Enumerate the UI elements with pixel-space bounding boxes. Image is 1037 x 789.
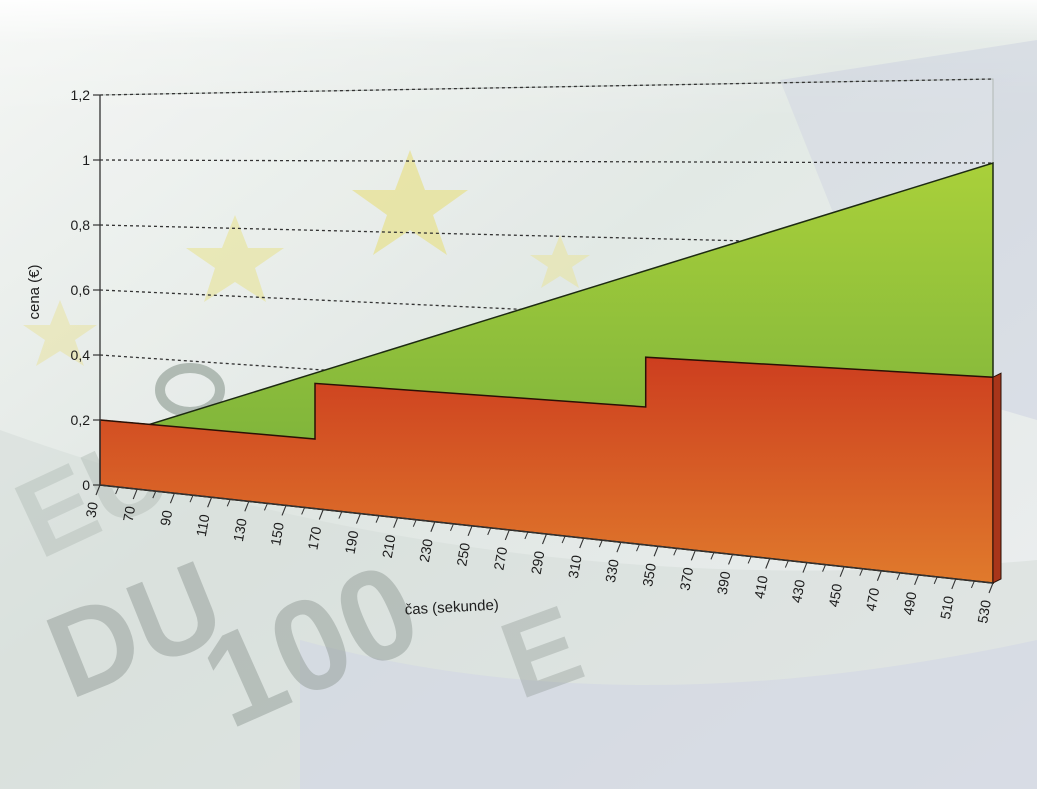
x-tick-label: 70 (120, 505, 138, 523)
plot-area (98, 78, 1002, 584)
x-minor-tick (636, 544, 640, 552)
x-tick (579, 537, 585, 549)
x-tick-label: 230 (416, 537, 436, 563)
x-tick-label: 150 (267, 521, 287, 547)
x-minor-tick (710, 552, 715, 560)
x-minor-tick (263, 503, 268, 511)
x-minor-tick (189, 495, 194, 503)
x-tick (653, 546, 659, 557)
x-minor-tick (598, 539, 603, 548)
x-tick (207, 497, 213, 508)
x-minor-tick (375, 515, 380, 523)
x-minor-tick (822, 564, 827, 572)
x-minor-tick (338, 511, 343, 519)
x-minor-tick (524, 531, 529, 540)
x-tick (504, 529, 510, 541)
x-tick (169, 492, 175, 504)
y-tick-label: 1 (82, 152, 90, 168)
x-tick (690, 550, 696, 561)
x-tick (802, 562, 808, 573)
y-axis-title: cena (€) (26, 264, 43, 319)
x-tick-label: 370 (676, 566, 696, 592)
x-tick (281, 505, 287, 516)
x-tick (318, 509, 324, 520)
x-tick-label: 190 (342, 529, 362, 555)
x-minor-tick (487, 527, 492, 536)
x-tick (876, 570, 882, 581)
x-minor-tick (450, 523, 454, 531)
x-tick-label: 350 (639, 562, 659, 588)
x-tick-label: 530 (974, 599, 994, 625)
x-tick-label: 410 (751, 574, 771, 600)
x-tick-label: 90 (157, 509, 175, 527)
x-tick (616, 541, 622, 553)
y-tick-label: 0,2 (71, 412, 91, 428)
x-tick-label: 450 (825, 582, 845, 608)
x-minor-tick (970, 580, 975, 589)
y-tick-label: 0,6 (71, 282, 91, 298)
x-tick-label: 130 (230, 517, 250, 543)
x-tick-label: 270 (490, 545, 510, 571)
x-tick (765, 558, 771, 569)
x-minor-tick (784, 560, 789, 568)
y-tick-label: 0,8 (71, 217, 91, 233)
x-tick (355, 513, 361, 524)
x-tick-label: 510 (937, 594, 957, 620)
x-tick (839, 566, 845, 577)
x-tick-label: 110 (193, 513, 213, 538)
x-minor-tick (747, 556, 752, 564)
x-tick-label: 30 (82, 501, 100, 519)
x-tick-label: 170 (304, 525, 324, 551)
x-tick (430, 521, 436, 532)
x-tick-label: 310 (565, 554, 585, 580)
y-tick-label: 1,2 (71, 87, 91, 103)
y-tick-label: 0 (82, 477, 90, 493)
x-tick (728, 554, 734, 565)
x-minor-tick (933, 576, 938, 585)
y-tick-label: 0,4 (71, 347, 91, 363)
x-minor-tick (673, 548, 678, 556)
x-tick-label: 390 (714, 570, 734, 596)
x-tick (914, 574, 920, 586)
series-area-red-side (992, 372, 1002, 584)
x-minor-tick (561, 535, 566, 544)
x-tick-label: 470 (862, 586, 882, 612)
x-tick-label: 210 (379, 533, 399, 559)
x-tick-label: 430 (788, 578, 808, 604)
x-tick-label: 330 (602, 558, 622, 584)
axes: 0 0,2 0,4 0,6 0,8 1 1,2 30 70 90 110 130 150 170 190 21… (71, 87, 994, 625)
x-tick (951, 578, 957, 590)
x-tick (95, 484, 101, 496)
x-tick-label: 290 (528, 550, 548, 576)
x-tick (244, 501, 250, 512)
x-axis-title: čas (sekunde) (404, 597, 499, 619)
x-tick (132, 488, 138, 500)
x-tick (988, 582, 994, 594)
x-tick-label: 250 (453, 541, 473, 567)
x-minor-tick (896, 572, 901, 580)
x-minor-tick (226, 499, 231, 507)
x-minor-tick (301, 507, 306, 515)
x-minor-tick (152, 490, 157, 499)
x-minor-tick (115, 486, 120, 495)
x-minor-tick (859, 568, 864, 576)
gridline (99, 78, 994, 96)
x-tick (541, 533, 548, 545)
x-tick-label: 490 (900, 590, 920, 616)
x-tick (467, 525, 473, 537)
gridline (99, 159, 994, 164)
x-tick (393, 517, 399, 528)
x-minor-tick (412, 519, 417, 527)
